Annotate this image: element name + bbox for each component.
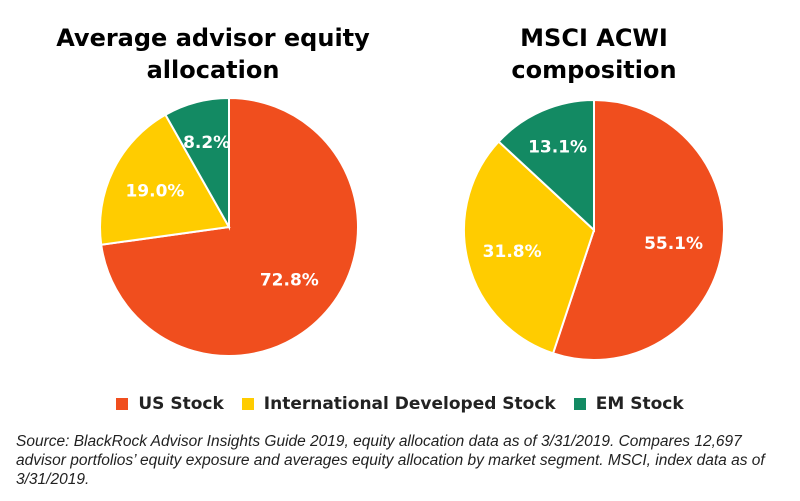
legend-label-em-stock: EM Stock xyxy=(595,394,684,414)
pie1-slice-intl-developed xyxy=(99,113,231,246)
legend: US Stock International Developed Stock E… xyxy=(0,394,800,414)
legend-label-intl-developed: International Developed Stock xyxy=(263,394,556,414)
legend-label-us-stock: US Stock xyxy=(138,394,224,414)
pie1-label-us-stock: 72.8% xyxy=(260,271,319,291)
legend-swatch-us-stock xyxy=(116,398,129,410)
pie1-slice-em-stock xyxy=(164,96,230,231)
pie1-label-intl-developed: 19.0% xyxy=(125,181,184,201)
pie1-label-em-stock: 8.2% xyxy=(183,133,230,153)
chart-title-msci-acwi: MSCI ACWI composition xyxy=(511,24,677,84)
legend-item-intl-developed: International Developed Stock xyxy=(241,394,556,414)
legend-item-em-stock: EM Stock xyxy=(573,394,684,414)
pie-charts: 72.8% 19.0% 8.2% 55.1% 31.8% 13.1% xyxy=(99,96,725,361)
chart-title-advisor-allocation: Average advisor equity allocation xyxy=(56,24,370,84)
pie2-label-intl-developed: 31.8% xyxy=(483,242,542,262)
legend-swatch-em-stock xyxy=(573,398,586,410)
source-note: Source: BlackRock Advisor Insights Guide… xyxy=(16,433,765,488)
pie2-slice-us-stock xyxy=(551,98,725,361)
legend-item-us-stock: US Stock xyxy=(116,394,224,414)
pie2-label-em-stock: 13.1% xyxy=(528,138,587,158)
pie2-slice-em-stock xyxy=(497,98,595,233)
legend-swatch-intl-developed xyxy=(241,398,254,410)
pie2-slice-intl-developed xyxy=(463,140,596,355)
pie2-label-us-stock: 55.1% xyxy=(644,234,703,254)
